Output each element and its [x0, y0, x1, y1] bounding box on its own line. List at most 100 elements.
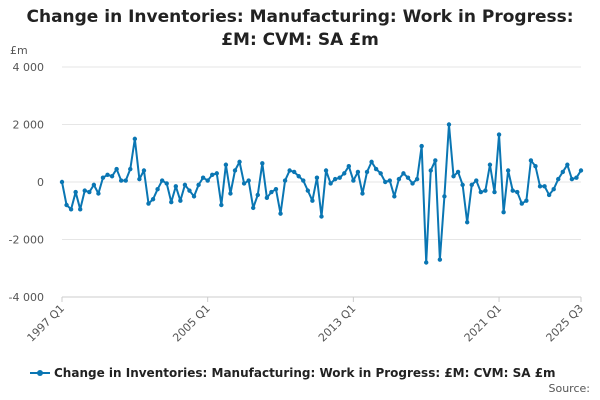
data-point[interactable] [369, 159, 374, 165]
data-point[interactable] [68, 207, 74, 212]
data-point[interactable] [155, 186, 160, 192]
data-point[interactable] [505, 168, 511, 173]
data-point[interactable] [114, 166, 119, 172]
data-point[interactable] [524, 198, 529, 203]
data-point[interactable] [396, 176, 402, 182]
data-point[interactable] [91, 182, 97, 188]
data-point[interactable] [483, 188, 488, 193]
data-point[interactable] [178, 198, 183, 203]
data-point[interactable] [196, 182, 201, 188]
data-point[interactable] [232, 168, 238, 173]
data-point[interactable] [332, 176, 338, 182]
data-point[interactable] [118, 178, 124, 183]
data-point[interactable] [446, 122, 452, 127]
data-point[interactable] [305, 188, 311, 193]
data-point[interactable] [419, 143, 424, 149]
data-point[interactable] [319, 214, 324, 219]
data-point[interactable] [141, 168, 147, 173]
data-point[interactable] [173, 184, 179, 189]
data-point[interactable] [401, 171, 406, 176]
data-point[interactable] [496, 132, 502, 137]
data-point[interactable] [565, 162, 570, 167]
data-point[interactable] [519, 201, 525, 206]
data-point[interactable] [223, 162, 229, 167]
data-point[interactable] [542, 184, 547, 189]
data-point[interactable] [301, 178, 306, 183]
data-point[interactable] [528, 158, 534, 163]
data-point[interactable] [78, 207, 83, 212]
data-point[interactable] [255, 192, 260, 198]
data-point[interactable] [82, 188, 87, 193]
data-point[interactable] [410, 181, 415, 186]
data-point[interactable] [414, 176, 420, 182]
data-point[interactable] [73, 189, 78, 195]
data-point[interactable] [187, 188, 192, 193]
data-point[interactable] [578, 168, 584, 173]
data-point[interactable] [360, 191, 365, 196]
data-point[interactable] [128, 166, 133, 172]
data-point[interactable] [474, 178, 479, 183]
data-point[interactable] [205, 178, 210, 183]
data-point[interactable] [556, 176, 561, 182]
data-point[interactable] [132, 136, 138, 142]
data-point[interactable] [487, 162, 493, 167]
data-point[interactable] [373, 166, 379, 172]
data-point[interactable] [105, 172, 110, 178]
data-point[interactable] [355, 169, 361, 175]
data-point[interactable] [96, 191, 101, 196]
data-point[interactable] [246, 178, 251, 183]
data-point[interactable] [264, 195, 270, 201]
data-point[interactable] [551, 186, 556, 192]
data-point[interactable] [169, 199, 174, 205]
data-point[interactable] [291, 169, 297, 175]
data-point[interactable] [460, 182, 465, 188]
data-point[interactable] [323, 168, 329, 173]
data-point[interactable] [296, 174, 301, 179]
data-point[interactable] [287, 168, 292, 173]
data-point[interactable] [455, 169, 461, 175]
data-point[interactable] [351, 178, 356, 183]
data-point[interactable] [492, 189, 497, 195]
data-point[interactable] [164, 181, 169, 186]
data-point[interactable] [383, 179, 388, 185]
data-point[interactable] [137, 176, 142, 182]
data-point[interactable] [228, 191, 233, 196]
data-point[interactable] [191, 194, 197, 199]
data-point[interactable] [424, 260, 429, 265]
data-point[interactable] [210, 172, 215, 178]
data-point[interactable] [64, 202, 69, 208]
data-point[interactable] [260, 161, 265, 166]
data-point[interactable] [469, 182, 474, 188]
data-point[interactable] [337, 175, 342, 180]
data-point[interactable] [159, 178, 165, 183]
data-point[interactable] [464, 220, 470, 225]
data-point[interactable] [478, 189, 484, 195]
data-point[interactable] [310, 198, 315, 203]
data-point[interactable] [182, 182, 188, 188]
data-point[interactable] [214, 171, 219, 176]
data-point[interactable] [437, 257, 443, 262]
data-point[interactable] [346, 163, 352, 169]
data-point[interactable] [342, 171, 347, 176]
data-point[interactable] [87, 189, 92, 195]
data-point[interactable] [537, 184, 543, 189]
data-point[interactable] [328, 181, 333, 186]
data-point[interactable] [501, 209, 506, 215]
data-point[interactable] [278, 211, 283, 216]
data-point[interactable] [269, 189, 274, 195]
data-point[interactable] [150, 197, 156, 202]
data-point[interactable] [569, 176, 575, 182]
data-point[interactable] [378, 171, 383, 176]
data-point[interactable] [451, 174, 456, 179]
data-point[interactable] [433, 158, 438, 163]
data-point[interactable] [200, 175, 206, 180]
data-point[interactable] [510, 188, 515, 193]
data-point[interactable] [364, 169, 370, 175]
data-point[interactable] [146, 201, 151, 206]
data-point[interactable] [273, 186, 279, 192]
data-point[interactable] [237, 159, 242, 165]
data-point[interactable] [100, 175, 106, 180]
data-point[interactable] [251, 205, 256, 211]
data-point[interactable] [219, 202, 224, 208]
data-point[interactable] [392, 194, 397, 199]
